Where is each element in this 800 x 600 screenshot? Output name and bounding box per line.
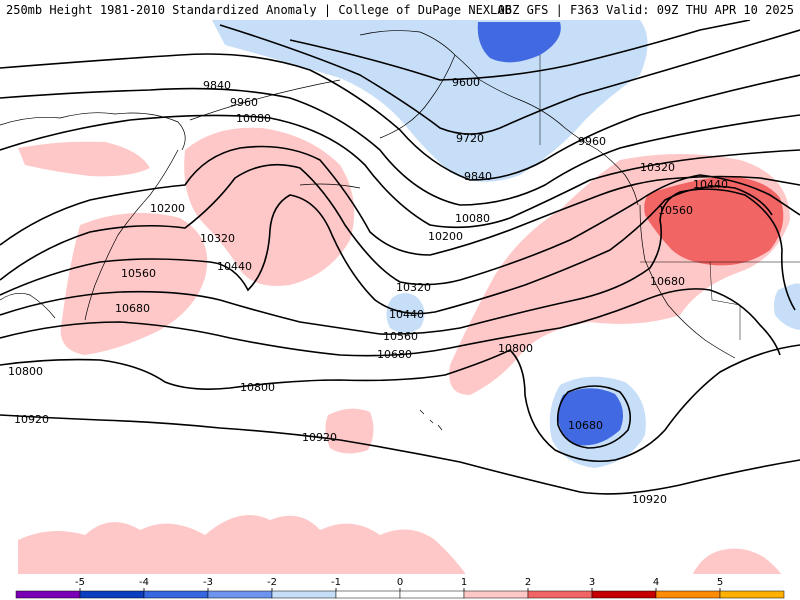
label-9720: 9720 [456, 132, 484, 145]
contour-10680-cutoff [556, 385, 631, 449]
positive-anomaly-south-east [690, 548, 785, 580]
label-10080-east: 10080 [455, 212, 490, 225]
label-10320-west: 10320 [200, 232, 235, 245]
colorbar-tick-label: -1 [331, 577, 341, 588]
colorbar-ticks: -5 -4 -3 -2 -1 0 1 2 3 4 5 [75, 577, 723, 591]
strong-negative-anomaly-cutoff-low [558, 388, 624, 446]
label-10440-west: 10440 [217, 260, 252, 273]
colorbar-swatch [335, 590, 401, 599]
label-10560-central: 10560 [383, 330, 418, 343]
contour-10560 [0, 188, 796, 335]
contour-labels: 9840 9960 10080 9600 9720 9960 9840 1008… [8, 76, 728, 506]
positive-anomaly-west-pacific [60, 212, 208, 355]
colorbar-tick-label: 5 [717, 577, 723, 588]
label-10920-east: 10920 [632, 493, 667, 506]
label-10800-east: 10800 [498, 342, 533, 355]
contour-10800 [0, 344, 800, 463]
colorbar-swatch [399, 590, 465, 599]
label-9600: 9600 [452, 76, 480, 89]
label-9960-west: 9960 [230, 96, 258, 109]
label-10680-central: 10680 [377, 348, 412, 361]
label-10800-central: 10800 [240, 381, 275, 394]
colorbar-tick-label: -3 [203, 577, 213, 588]
label-10080-west: 10080 [236, 112, 271, 125]
colorbar-tick-label: 1 [461, 577, 467, 588]
colorbar-swatch [591, 590, 657, 599]
height-contours [0, 20, 800, 495]
colorbar-swatch [15, 590, 81, 599]
label-10800-west: 10800 [8, 365, 43, 378]
contour-10200 [0, 145, 800, 256]
coastlines [0, 30, 800, 431]
colorbar-swatch [463, 590, 529, 599]
contour-9960 [0, 87, 800, 206]
map-header: 250mb Height 1981-2010 Standardized Anom… [0, 0, 800, 20]
anomaly-map: 9840 9960 10080 9600 9720 9960 9840 1008… [0, 20, 800, 580]
label-10920-west: 10920 [14, 413, 49, 426]
label-10440-east: 10440 [693, 178, 728, 191]
label-9960-east: 9960 [578, 135, 606, 148]
label-10680-east: 10680 [650, 275, 685, 288]
label-10320-east: 10320 [640, 161, 675, 174]
contour-10440 [0, 185, 773, 315]
contour-10320 [0, 163, 800, 286]
label-10200-east: 10200 [428, 230, 463, 243]
colorbar-tick-label: -2 [267, 577, 277, 588]
label-10200-west: 10200 [150, 202, 185, 215]
label-10680-cutoff: 10680 [568, 419, 603, 432]
colorbar-swatches [15, 590, 785, 599]
contour-10680 [0, 288, 781, 357]
colorbar-tick-label: 3 [589, 577, 595, 588]
colorbar-swatch [207, 590, 273, 599]
label-9840-west: 9840 [203, 79, 231, 92]
strong-negative-anomaly-north [477, 22, 561, 63]
colorbar-tick-label: -5 [75, 577, 85, 588]
contour-9840 [0, 53, 800, 181]
anomaly-colorbar: -5 -4 -3 -2 -1 0 1 2 3 4 5 [0, 574, 800, 600]
colorbar-tick-label: 2 [525, 577, 531, 588]
negative-anomaly-east [774, 283, 800, 330]
colorbar-swatch [527, 590, 593, 599]
positive-anomaly-subtropics [325, 408, 374, 454]
label-10320-central: 10320 [396, 281, 431, 294]
positive-anomaly-bering-ridge [184, 127, 355, 286]
label-10560-east: 10560 [658, 204, 693, 217]
colorbar-swatch [719, 590, 785, 599]
colorbar-swatch [79, 590, 145, 599]
colorbar-swatch [143, 590, 209, 599]
label-9840-east: 9840 [464, 170, 492, 183]
label-10680-west: 10680 [115, 302, 150, 315]
map-title: 250mb Height 1981-2010 Standardized Anom… [6, 3, 512, 17]
colorbar-tick-label: 4 [653, 577, 659, 588]
label-10560-west: 10560 [121, 267, 156, 280]
label-10440-central: 10440 [389, 308, 424, 321]
colorbar-tick-label: 0 [397, 577, 403, 588]
colorbar-tick-label: -4 [139, 577, 149, 588]
positive-anomaly-siberia [18, 141, 150, 177]
contour-9600 [289, 20, 751, 81]
colorbar-swatch [271, 590, 337, 599]
contour-10920 [0, 414, 800, 495]
contour-9720 [219, 24, 800, 135]
model-run-info: 06Z GFS | F363 Valid: 09Z THU APR 10 202… [497, 3, 794, 17]
contour-10080 [0, 114, 800, 229]
positive-anomaly-southern [18, 515, 470, 580]
colorbar-swatch [655, 590, 721, 599]
label-10920-central: 10920 [302, 431, 337, 444]
